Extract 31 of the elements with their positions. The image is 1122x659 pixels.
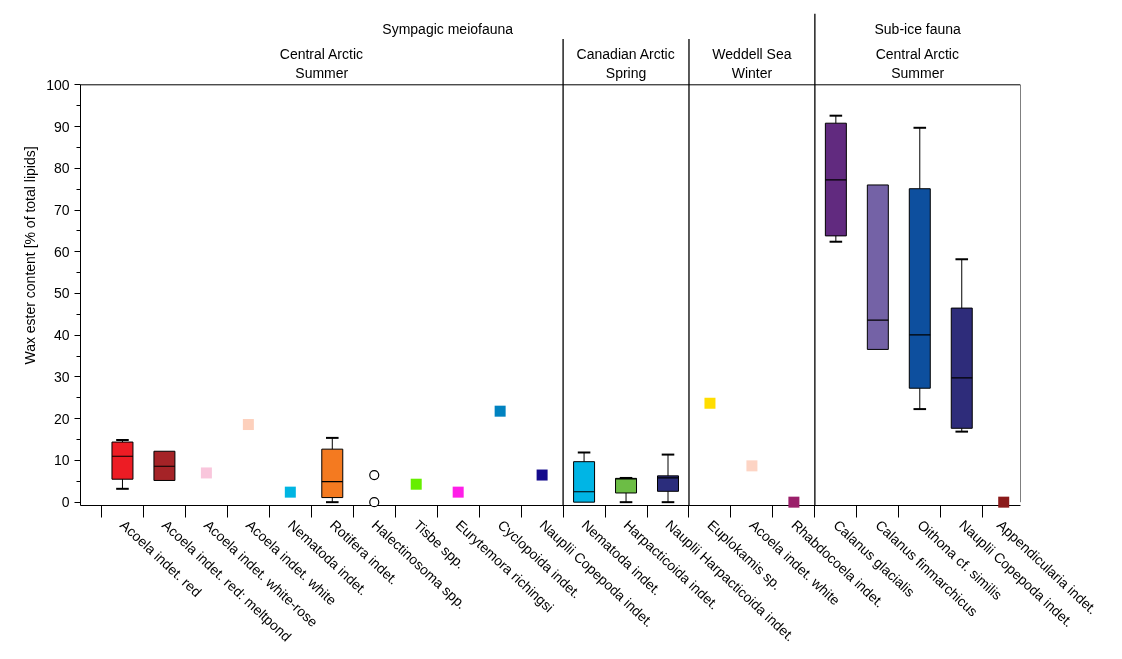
text: Sympagic meiofauna: [382, 20, 514, 37]
point: [704, 397, 716, 409]
point: [284, 486, 296, 498]
y-tick-label: 60: [53, 243, 70, 260]
y-tick-label: 40: [53, 327, 70, 344]
text: Central Arctic Summer: [279, 46, 364, 81]
point: [746, 460, 758, 472]
y-tick-label: 20: [53, 410, 70, 427]
point: [200, 467, 212, 479]
text: Canadian Arctic Spring: [576, 46, 675, 81]
point: [536, 469, 548, 481]
y-axis-title: Wax ester content [% of total lipids]: [22, 146, 39, 365]
y-tick-label: 80: [53, 160, 70, 177]
point: [788, 496, 800, 508]
point: [410, 478, 422, 490]
y-tick-label: 0: [61, 494, 70, 511]
y-tick-label: 10: [53, 452, 70, 469]
point: [452, 486, 464, 498]
point: [369, 469, 380, 481]
point: [494, 405, 506, 417]
y-tick-label: 50: [53, 285, 70, 302]
y-tick-label: 30: [53, 368, 70, 385]
point: [369, 497, 380, 508]
point: [242, 419, 254, 431]
y-tick-label: 90: [53, 118, 70, 135]
point: [998, 496, 1010, 508]
y-tick-label: 70: [53, 202, 70, 219]
y-tick-label: 100: [46, 76, 70, 93]
text: Sub-ice fauna: [874, 20, 962, 37]
text: Central Arctic Summer: [875, 46, 959, 81]
text: Weddell Sea Winter: [712, 46, 792, 81]
